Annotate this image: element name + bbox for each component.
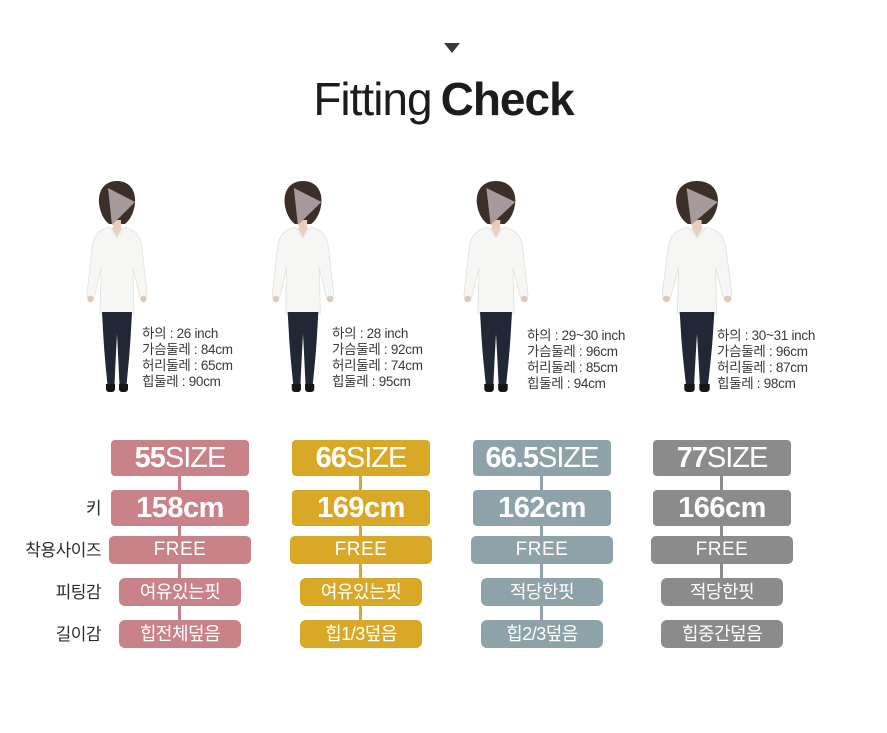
- model-measurements: 하의 : 26 inch 가슴둘레 : 84cm 허리둘레 : 65cm 힙둘레…: [142, 326, 233, 390]
- size-column-77: 77SIZE 166cm FREE 적당한핏 힙중간덮음: [650, 440, 794, 650]
- wear-size-badge: FREE: [109, 536, 251, 564]
- connector-line: [359, 476, 362, 490]
- connector-line: [359, 526, 362, 536]
- size-column-66: 66SIZE 169cm FREE 여유있는핏 힙1/3덮음: [289, 440, 433, 650]
- size-number: 77: [676, 442, 708, 474]
- connector-line: [720, 476, 723, 490]
- measurement-line: 허리둘레 : 74cm: [332, 358, 423, 373]
- size-number: 55: [134, 442, 166, 474]
- fit-badge: 적당한핏: [481, 578, 603, 606]
- page-title: Fitting Check: [0, 72, 887, 126]
- title-bold: Check: [440, 73, 575, 125]
- measurement-line: 가슴둘레 : 84cm: [142, 342, 233, 357]
- measurement-line: 허리둘레 : 87cm: [717, 360, 808, 375]
- connector-line: [178, 476, 181, 490]
- height-badge: 166cm: [653, 490, 791, 526]
- connector-line: [178, 564, 181, 578]
- size-badge: 77SIZE: [653, 440, 791, 476]
- connector-line: [720, 526, 723, 536]
- measurement-line: 가슴둘레 : 96cm: [717, 344, 808, 359]
- row-label-wear-size: 착용사이즈: [25, 541, 101, 560]
- length-badge: 힙1/3덮음: [300, 620, 422, 648]
- connector-line: [178, 526, 181, 536]
- connector-line: [359, 606, 362, 620]
- measurement-line: 하의 : 28 inch: [332, 326, 409, 341]
- measurement-line: 가슴둘레 : 92cm: [332, 342, 423, 357]
- size-suffix: SIZE: [537, 442, 599, 474]
- connector-line: [359, 564, 362, 578]
- length-badge: 힙전체덮음: [119, 620, 241, 648]
- length-badge: 힙중간덮음: [661, 620, 783, 648]
- model-measurements: 하의 : 28 inch 가슴둘레 : 92cm 허리둘레 : 74cm 힙둘레…: [332, 326, 423, 390]
- fit-badge: 적당한핏: [661, 578, 783, 606]
- height-badge: 158cm: [111, 490, 249, 526]
- fit-badge: 여유있는핏: [300, 578, 422, 606]
- length-badge: 힙2/3덮음: [481, 620, 603, 648]
- size-suffix: SIZE: [706, 442, 768, 474]
- measurement-line: 허리둘레 : 85cm: [527, 360, 618, 375]
- size-column-66-5: 66.5SIZE 162cm FREE 적당한핏 힙2/3덮음: [470, 440, 614, 650]
- height-badge: 162cm: [473, 490, 611, 526]
- measurement-line: 하의 : 26 inch: [142, 326, 219, 341]
- connector-line: [720, 564, 723, 578]
- measurement-line: 힙둘레 : 98cm: [717, 376, 796, 391]
- wear-size-badge: FREE: [471, 536, 613, 564]
- size-badge: 66SIZE: [292, 440, 430, 476]
- title-light: Fitting: [313, 73, 432, 125]
- connector-line: [540, 526, 543, 536]
- connector-line: [540, 476, 543, 490]
- model-measurements: 하의 : 30~31 inch 가슴둘레 : 96cm 허리둘레 : 87cm …: [717, 328, 815, 392]
- measurement-line: 힙둘레 : 90cm: [142, 374, 221, 389]
- size-suffix: SIZE: [345, 442, 407, 474]
- wear-size-badge: FREE: [651, 536, 793, 564]
- size-number: 66.5: [485, 442, 539, 474]
- measurement-line: 가슴둘레 : 96cm: [527, 344, 618, 359]
- connector-line: [178, 606, 181, 620]
- connector-line: [540, 606, 543, 620]
- size-number: 66: [315, 442, 347, 474]
- measurement-line: 힙둘레 : 94cm: [527, 376, 606, 391]
- measurement-line: 힙둘레 : 95cm: [332, 374, 411, 389]
- row-label-height: 키: [85, 499, 102, 518]
- down-triangle-icon: [444, 43, 460, 53]
- measurement-line: 하의 : 29~30 inch: [527, 328, 626, 343]
- size-column-55: 55SIZE 158cm FREE 여유있는핏 힙전체덮음: [108, 440, 252, 650]
- size-badge: 55SIZE: [111, 440, 249, 476]
- wear-size-badge: FREE: [290, 536, 432, 564]
- fit-badge: 여유있는핏: [119, 578, 241, 606]
- size-suffix: SIZE: [164, 442, 226, 474]
- row-label-fit: 피팅감: [55, 583, 102, 602]
- size-badge: 66.5SIZE: [473, 440, 611, 476]
- model-measurements: 하의 : 29~30 inch 가슴둘레 : 96cm 허리둘레 : 85cm …: [527, 328, 625, 392]
- connector-line: [540, 564, 543, 578]
- height-badge: 169cm: [292, 490, 430, 526]
- measurement-line: 허리둘레 : 65cm: [142, 358, 233, 373]
- measurement-line: 하의 : 30~31 inch: [717, 328, 816, 343]
- row-label-length: 길이감: [55, 625, 102, 644]
